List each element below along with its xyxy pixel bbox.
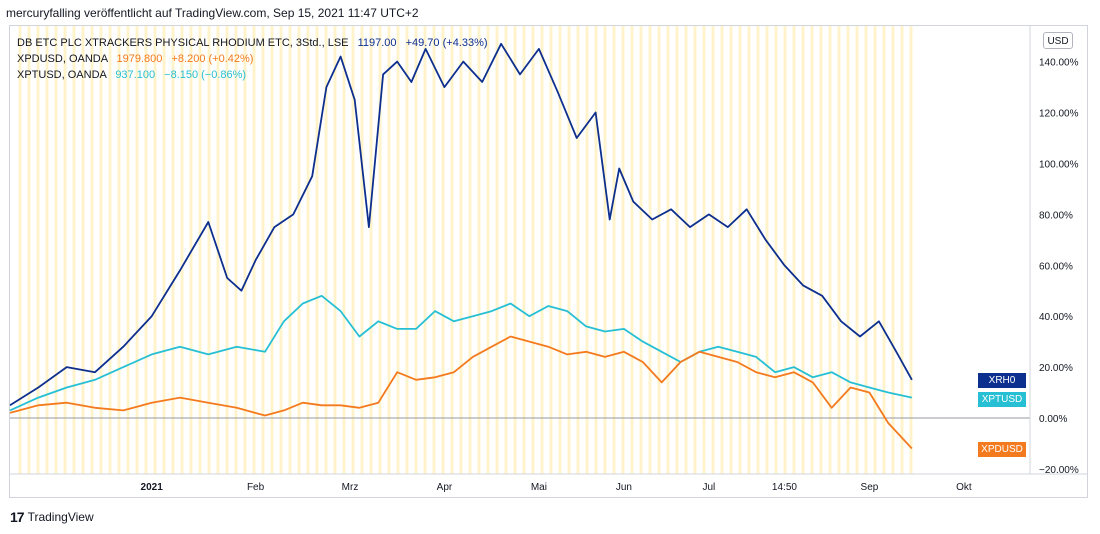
x-tick-label: Apr [437, 482, 453, 493]
legend-value: 937.100 [115, 69, 156, 81]
legend-row-xptusd[interactable]: XPTUSD, OANDA 937.100 −8.150 (−0.86%) [17, 67, 488, 83]
y-tick-label: 60.00% [1039, 261, 1073, 272]
x-tick-label: Jun [616, 482, 632, 493]
tradingview-logo-icon[interactable]: 17 [10, 509, 25, 525]
legend-symbol: XPTUSD, OANDA [17, 69, 107, 81]
legend-row-xpdusd[interactable]: XPDUSD, OANDA 1979.800 +8.200 (+0.42%) [17, 51, 488, 67]
time-axis: 2021 Feb Mrz Apr Mai Jun Jul 14:50 Sep Okt [141, 482, 972, 493]
y-tick-label: 80.00% [1039, 210, 1073, 221]
series-line-xptusd [9, 294, 913, 412]
y-tick-label: 0.00% [1039, 414, 1067, 425]
publish-header: mercuryfalling veröffentlicht auf Tradin… [6, 6, 419, 20]
y-tick-label: 20.00% [1039, 363, 1073, 374]
session-bands [18, 26, 913, 474]
price-tag-xrh0: XRH0 [978, 372, 1026, 388]
currency-button[interactable]: USD [1043, 32, 1073, 49]
price-tag-xpdusd: XPDUSD [978, 441, 1026, 457]
legend-change: +8.200 (+0.42%) [171, 53, 254, 65]
chart-frame[interactable] [9, 25, 1088, 498]
footer: 17 TradingView [10, 509, 94, 525]
legend-symbol: DB ETC PLC XTRACKERS PHYSICAL RHODIUM ET… [17, 37, 349, 49]
y-tick-label: 120.00% [1039, 109, 1079, 120]
legend-row-xrh0[interactable]: DB ETC PLC XTRACKERS PHYSICAL RHODIUM ET… [17, 35, 488, 51]
legend-value: 1979.800 [116, 53, 163, 65]
price-tag-xptusd: XPTUSD [978, 391, 1026, 407]
price-axis: 140.00% 120.00% 100.00% 80.00% 60.00% 40.00% 2… [1039, 58, 1079, 476]
x-tick-label: Jul [702, 482, 715, 493]
x-tick-label: Mai [531, 482, 547, 493]
x-tick-label: 2021 [141, 482, 164, 493]
x-tick-label: Mrz [342, 482, 359, 493]
x-tick-label: Feb [247, 482, 265, 493]
series-line-xrh0 [9, 42, 913, 407]
series-line-xpdusd [9, 335, 913, 450]
footer-brand[interactable]: TradingView [27, 510, 94, 524]
x-tick-label: Sep [861, 482, 879, 493]
legend-value: 1197.00 [357, 37, 397, 49]
series-lines [9, 42, 913, 450]
chart-legend: DB ETC PLC XTRACKERS PHYSICAL RHODIUM ET… [17, 35, 488, 83]
x-tick-label: 14:50 [772, 482, 797, 493]
y-tick-label: 100.00% [1039, 159, 1079, 170]
y-tick-label: 140.00% [1039, 58, 1079, 69]
legend-change: −8.150 (−0.86%) [164, 69, 247, 81]
x-tick-label: Okt [956, 482, 972, 493]
y-tick-label: −20.00% [1039, 465, 1079, 476]
legend-change: +49.70 (+4.33%) [405, 37, 488, 49]
y-tick-label: 40.00% [1039, 312, 1073, 323]
legend-symbol: XPDUSD, OANDA [17, 53, 108, 65]
